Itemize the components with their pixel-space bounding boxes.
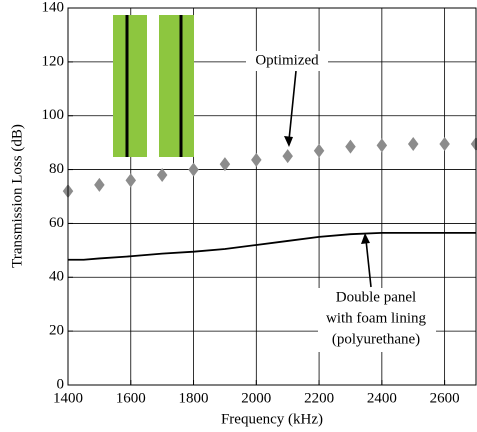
marker	[156, 167, 168, 182]
annotation-arrowhead	[284, 136, 293, 147]
y-axis-label: Transmission Loss (dB)	[9, 124, 25, 268]
marker	[188, 162, 199, 177]
x-tick-label: 1400	[53, 390, 83, 406]
y-tick-label: 100	[42, 107, 65, 123]
annotation-background	[318, 288, 436, 352]
y-tick-label: 0	[57, 376, 65, 392]
marker	[376, 138, 388, 153]
marker	[251, 152, 262, 167]
marker	[125, 173, 137, 188]
annotation-background	[246, 51, 328, 71]
annotation: with foam lining	[326, 310, 426, 326]
x-tick-label: 2200	[304, 390, 334, 406]
y-tick-label: 140	[42, 0, 65, 15]
x-tick-label: 2600	[430, 390, 460, 406]
marker	[94, 177, 105, 192]
y-tick-label: 80	[49, 161, 64, 177]
inset-gap	[147, 15, 159, 157]
annotation-arrow	[288, 70, 297, 141]
annotation: Optimized	[255, 52, 319, 68]
data	[62, 136, 477, 261]
line	[68, 231, 476, 261]
x-tick-label: 2000	[241, 390, 271, 406]
y-tick-label: 40	[49, 269, 64, 285]
x-axis-label: Frequency (kHz)	[221, 411, 323, 427]
marker	[313, 143, 325, 158]
y-tick-label: 20	[49, 323, 64, 339]
x-tick-label: 1600	[116, 390, 146, 406]
plot-frame	[67, 7, 477, 386]
annotation-arrow	[365, 239, 372, 288]
marker	[219, 157, 231, 172]
marker	[470, 136, 477, 151]
annotation: Double panel	[336, 289, 416, 305]
inset-image	[113, 15, 194, 157]
annotation-arrowhead	[361, 233, 370, 244]
x-tick-label: 1800	[179, 390, 209, 406]
marker	[407, 136, 419, 151]
marker	[439, 136, 450, 151]
y-tick-label: 60	[49, 215, 64, 231]
marker	[282, 149, 293, 164]
x-tick-label: 2400	[367, 390, 397, 406]
y-tick-label: 120	[42, 53, 65, 69]
marker	[345, 139, 356, 154]
annotation: (polyurethane)	[332, 331, 420, 347]
